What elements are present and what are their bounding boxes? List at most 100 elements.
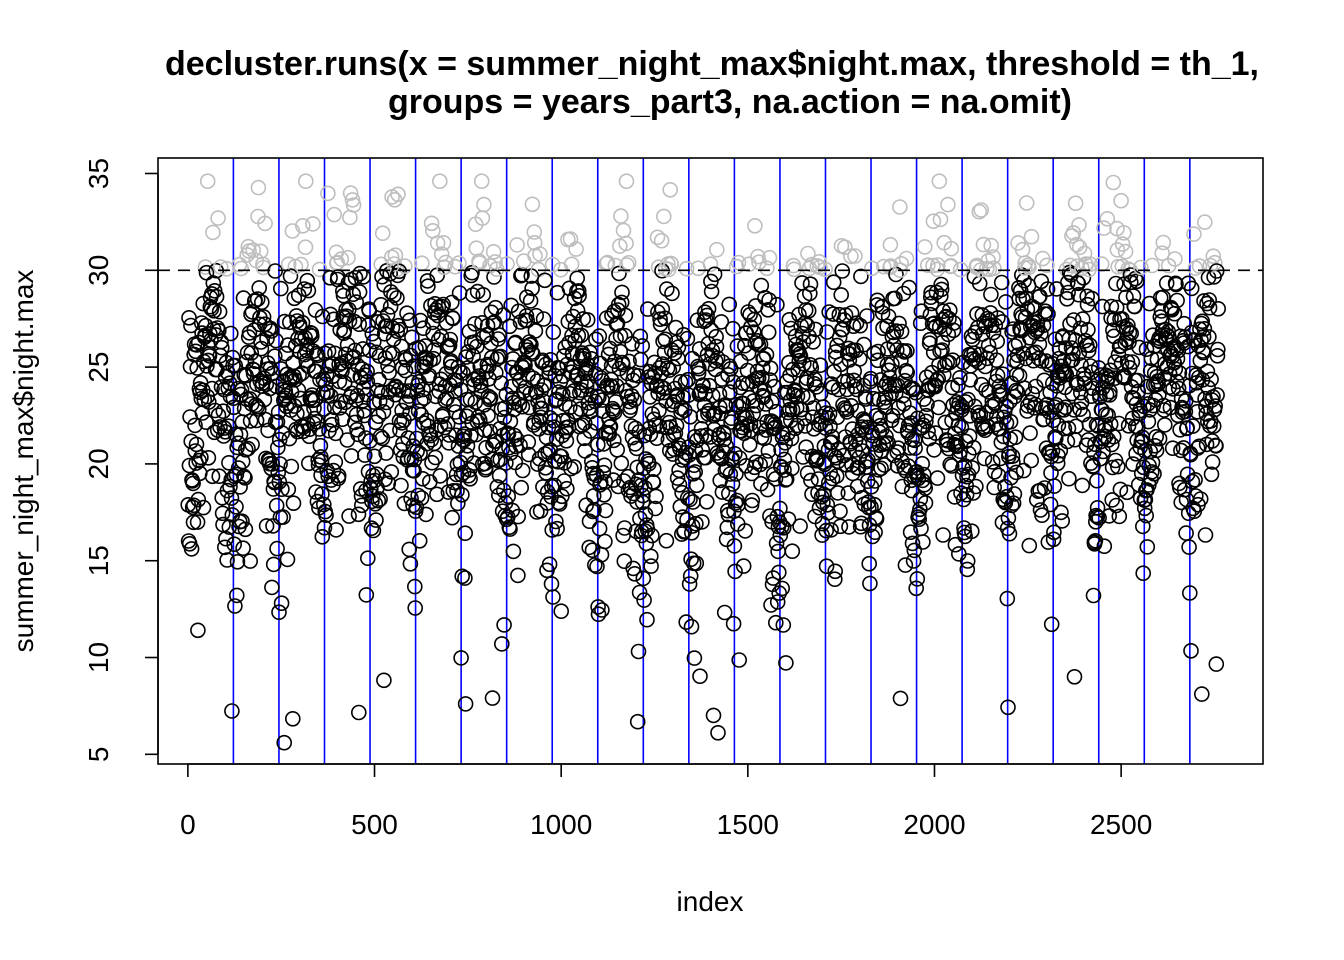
data-point bbox=[694, 441, 711, 458]
data-point bbox=[341, 508, 357, 524]
data-point bbox=[482, 390, 499, 406]
data-point bbox=[366, 448, 383, 465]
data-point bbox=[489, 351, 505, 367]
data-point bbox=[316, 519, 333, 536]
data-point bbox=[997, 294, 1014, 310]
data-point bbox=[451, 255, 467, 271]
x-axis: 0 500 1000 1500 2000 2500 bbox=[180, 763, 1152, 840]
data-point bbox=[517, 357, 533, 374]
data-point bbox=[314, 308, 331, 325]
data-point bbox=[658, 281, 675, 297]
data-point bbox=[1140, 413, 1157, 430]
data-point bbox=[806, 371, 823, 388]
data-point bbox=[429, 235, 446, 251]
data-point bbox=[1060, 284, 1076, 301]
x-tick-label: 1500 bbox=[717, 809, 779, 840]
data-point bbox=[708, 241, 725, 258]
data-point bbox=[1144, 257, 1160, 274]
data-point bbox=[1170, 380, 1187, 397]
data-point bbox=[713, 314, 730, 330]
data-point bbox=[389, 290, 405, 306]
data-point bbox=[207, 402, 223, 419]
data-point bbox=[804, 486, 820, 503]
data-point bbox=[1096, 538, 1113, 555]
data-point bbox=[1177, 403, 1194, 420]
data-point bbox=[1184, 473, 1201, 490]
data-point bbox=[1182, 585, 1198, 601]
data-point bbox=[706, 421, 723, 438]
data-point bbox=[917, 480, 934, 496]
data-point bbox=[940, 196, 956, 213]
data-point bbox=[792, 348, 809, 365]
data-point bbox=[596, 457, 613, 474]
data-point bbox=[802, 276, 819, 293]
data-point bbox=[1144, 464, 1160, 480]
data-point bbox=[356, 402, 372, 419]
data-point bbox=[697, 304, 713, 321]
data-point bbox=[562, 385, 578, 402]
data-point bbox=[276, 734, 293, 751]
data-point bbox=[1119, 484, 1135, 501]
data-point bbox=[1205, 248, 1222, 265]
data-point bbox=[991, 378, 1008, 395]
data-point bbox=[198, 414, 214, 431]
data-point bbox=[414, 470, 431, 487]
data-point bbox=[925, 257, 941, 274]
data-point bbox=[1092, 433, 1109, 450]
data-point bbox=[1074, 260, 1090, 276]
data-point bbox=[251, 280, 268, 296]
data-point bbox=[980, 337, 997, 354]
data-point bbox=[626, 391, 643, 408]
data-point bbox=[1021, 537, 1038, 554]
data-point bbox=[933, 281, 950, 298]
data-point bbox=[1104, 459, 1121, 476]
data-point bbox=[919, 257, 936, 274]
data-point bbox=[523, 344, 540, 360]
data-point bbox=[376, 672, 392, 689]
data-point bbox=[983, 286, 999, 303]
data-point bbox=[433, 328, 450, 345]
data-point bbox=[250, 179, 267, 196]
data-point bbox=[1037, 303, 1054, 320]
data-point bbox=[612, 328, 629, 344]
data-point bbox=[956, 520, 972, 536]
data-point bbox=[514, 398, 531, 415]
data-points bbox=[180, 173, 1226, 751]
data-point bbox=[661, 362, 678, 378]
data-point bbox=[1061, 470, 1077, 487]
data-point bbox=[1005, 321, 1022, 337]
data-point bbox=[700, 300, 717, 317]
data-point bbox=[366, 394, 382, 410]
data-point bbox=[1104, 436, 1120, 453]
data-point bbox=[381, 364, 397, 381]
data-point bbox=[767, 614, 784, 631]
data-point bbox=[1154, 245, 1170, 261]
data-point bbox=[828, 468, 845, 484]
data-point bbox=[299, 272, 316, 289]
data-point bbox=[280, 256, 297, 273]
data-point bbox=[1174, 401, 1191, 417]
data-point bbox=[732, 353, 749, 370]
y-axis: 5 10 15 20 25 30 35 bbox=[83, 158, 159, 762]
data-point bbox=[279, 551, 296, 568]
data-point bbox=[761, 292, 777, 308]
data-point bbox=[1022, 425, 1038, 441]
data-point bbox=[638, 451, 654, 467]
data-point bbox=[251, 316, 268, 333]
data-point bbox=[1125, 288, 1142, 304]
data-point bbox=[847, 248, 863, 264]
data-point bbox=[999, 590, 1016, 607]
data-point bbox=[368, 344, 385, 361]
data-point bbox=[1067, 195, 1084, 211]
data-point bbox=[409, 443, 425, 460]
data-point bbox=[243, 345, 260, 361]
data-point bbox=[370, 408, 387, 425]
data-point bbox=[929, 470, 946, 486]
data-point bbox=[901, 405, 918, 421]
data-point bbox=[705, 707, 722, 724]
data-point bbox=[609, 441, 626, 458]
data-point bbox=[813, 488, 830, 505]
data-point bbox=[191, 452, 207, 469]
data-point bbox=[391, 263, 408, 280]
data-point bbox=[913, 303, 930, 320]
